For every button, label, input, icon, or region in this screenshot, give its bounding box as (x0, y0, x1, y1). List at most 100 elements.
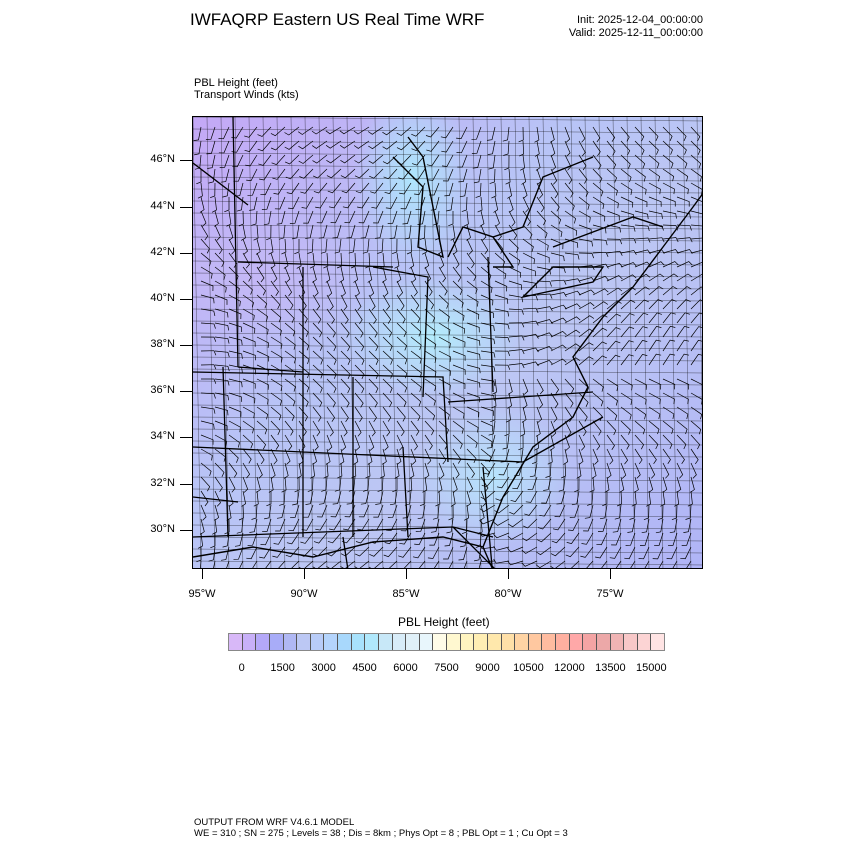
wind-barb (343, 518, 356, 531)
wind-barb (507, 546, 524, 553)
wind-barb (256, 280, 266, 296)
wind-barb (644, 560, 650, 568)
wind-barb (564, 196, 575, 211)
wind-barb (424, 378, 437, 392)
wind-barb (296, 462, 302, 479)
wind-barb (325, 266, 331, 283)
wind-barb (620, 406, 632, 420)
wind-barb (564, 329, 581, 338)
wind-barb (278, 224, 286, 240)
wind-barb (550, 420, 557, 437)
wind-barb (214, 252, 225, 268)
colorbar-swatch (501, 634, 516, 650)
wind-barb (382, 448, 387, 465)
wind-barb (452, 420, 464, 434)
wind-barb (466, 336, 481, 346)
wind-barb (298, 560, 314, 568)
wind-barb (620, 299, 636, 310)
wind-barb (341, 532, 356, 544)
time-info: Init: 2025-12-04_00:00:00 Valid: 2025-12… (569, 14, 703, 40)
wind-barb (268, 476, 274, 493)
wind-barb (438, 308, 450, 322)
wind-barb (452, 322, 466, 334)
wind-barb (340, 154, 356, 164)
wind-barb (283, 252, 289, 269)
colorbar-swatch (406, 634, 420, 650)
wind-barb (368, 560, 384, 568)
wind-barb (312, 392, 323, 408)
wind-barb (214, 434, 227, 447)
wind-barb (536, 345, 553, 352)
wind-barb (281, 238, 287, 255)
wind-barb (662, 406, 675, 419)
wind-barb (648, 378, 662, 390)
wind-barb (228, 392, 243, 402)
colorbar-swatch (338, 634, 352, 650)
wind-barb (452, 392, 466, 404)
wind-barb (550, 168, 558, 185)
wind-barb (270, 420, 281, 436)
wind-barb (480, 252, 490, 268)
wind-barb (681, 532, 692, 546)
wind-barb (310, 462, 315, 479)
wind-barb (620, 392, 633, 405)
wind-barb (242, 434, 254, 449)
wind-barb (340, 364, 351, 380)
wind-barb (690, 434, 701, 450)
wind-barb (520, 154, 525, 171)
wind-barb (270, 448, 278, 465)
wind-barb (507, 560, 524, 566)
wind-barb (592, 140, 601, 157)
colorbar-swatch (556, 634, 570, 650)
wind-barb (634, 420, 646, 435)
wind-barb (270, 350, 283, 363)
wind-barb (536, 280, 552, 287)
wind-barb (410, 434, 418, 451)
wind-barb (690, 353, 702, 366)
wind-barb (550, 358, 567, 366)
wind-barb (676, 378, 690, 390)
wind-barb (606, 340, 621, 352)
wind-barb (261, 196, 272, 210)
lat-label: 30°N (150, 523, 175, 535)
wind-barb (466, 294, 479, 307)
wind-barb (592, 434, 601, 451)
wind-barb (620, 224, 636, 232)
wind-barb (281, 476, 287, 493)
wind-barb (690, 299, 702, 310)
wind-barb (242, 406, 255, 419)
wind-barb (648, 224, 664, 231)
wind-barb (260, 182, 272, 196)
lon-tick (406, 569, 407, 579)
wind-barb (208, 546, 216, 562)
wind-barb (298, 126, 314, 135)
wind-barb (606, 182, 618, 196)
wind-barb (284, 294, 294, 310)
wind-barb (196, 169, 202, 185)
colorbar-label: 3000 (311, 662, 336, 674)
wind-barb (606, 275, 623, 282)
field-label-winds: Transport Winds (kts) (194, 89, 299, 101)
wind-barb (368, 350, 379, 365)
wind-barb (578, 238, 593, 247)
wind-barb (545, 462, 552, 478)
wind-barb (500, 448, 510, 463)
wind-barb (334, 476, 342, 492)
wind-barb (690, 448, 699, 465)
wind-barb (619, 476, 625, 493)
colorbar-swatch (474, 634, 488, 650)
wind-barb (300, 532, 314, 544)
wind-barb (196, 546, 202, 563)
wind-barb (508, 280, 523, 290)
wind-barb (604, 476, 610, 493)
wind-barb (676, 392, 689, 405)
wind-barb (200, 294, 215, 304)
wind-barb (242, 238, 248, 255)
wind-barb (200, 504, 207, 521)
wind-barb (396, 406, 406, 422)
wind-barb (396, 336, 408, 351)
wind-barb (438, 364, 451, 376)
wind-barb (368, 280, 375, 297)
wind-barb (214, 210, 219, 227)
wind-barb (461, 196, 468, 212)
